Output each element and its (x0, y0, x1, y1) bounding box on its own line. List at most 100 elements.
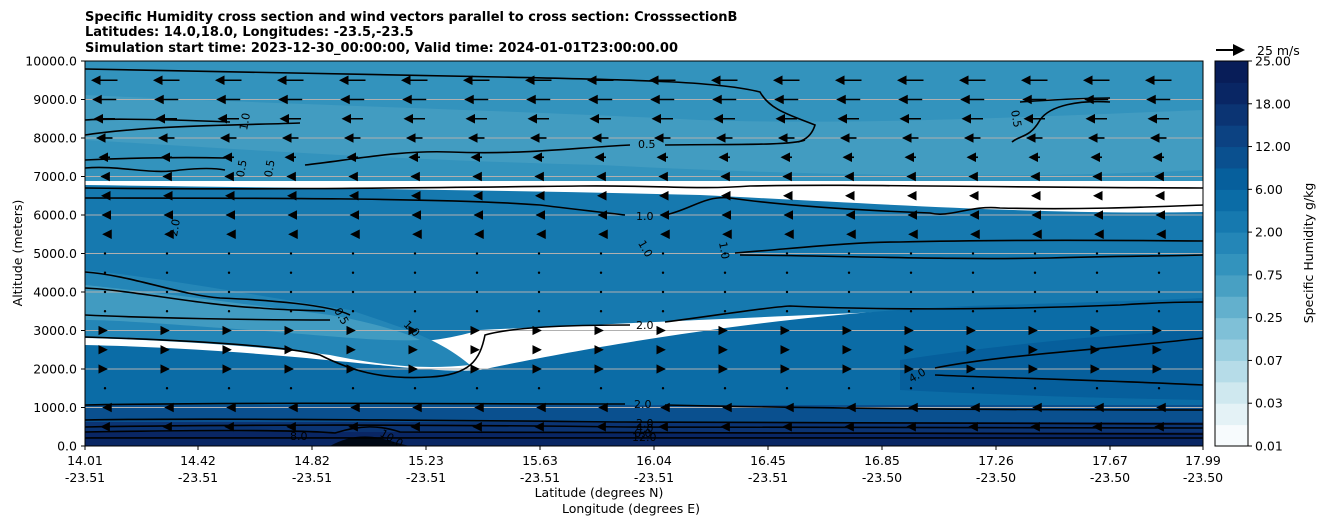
wind-vector (227, 387, 231, 390)
wind-vector (413, 387, 417, 390)
contour-label: 0.5 (234, 159, 250, 178)
x-tick-label-lon: -23.51 (65, 470, 105, 485)
contour-line (85, 166, 226, 173)
colorbar-tick-label: 0.03 (1255, 396, 1283, 411)
wind-vector (909, 310, 913, 313)
y-tick-label: 8000.0 (33, 131, 77, 146)
wind-vector (1033, 290, 1037, 294)
contour-line (85, 197, 626, 216)
x-axis-label-latitude: Latitude (degrees N) (535, 485, 664, 500)
colorbar-tick-label: 12.00 (1255, 139, 1291, 154)
wind-vector (475, 387, 479, 390)
colorbar-swatch (1215, 424, 1248, 447)
wind-vector (537, 387, 541, 390)
wind-vector (103, 252, 107, 255)
wind-vector (1033, 387, 1037, 390)
wind-vector (1157, 271, 1161, 274)
wind-vector (847, 387, 851, 390)
wind-vector (289, 310, 293, 313)
colorbar: 0.01 0.03 0.07 0.25 0.75 2.00 6.00 12.00 18.00 25… (1214, 54, 1291, 454)
x-tick-label-lon: -23.50 (1183, 470, 1223, 485)
wind-vector (1157, 387, 1161, 390)
y-axis-label: Altitude (meters) (10, 200, 25, 307)
wind-vector (847, 271, 851, 274)
contour-label: 1.0 (237, 112, 253, 131)
wind-vector (289, 290, 293, 294)
wind-vector (599, 252, 603, 255)
x-tick-label-lon: -23.51 (634, 470, 674, 485)
contour-line (85, 314, 331, 321)
wind-vector (1157, 310, 1161, 313)
x-tick-label-lat: 14.42 (180, 453, 216, 468)
colorbar-swatch (1215, 296, 1248, 319)
wind-vector (165, 252, 169, 255)
colorbar-frame (1214, 60, 1249, 447)
wind-vector (103, 271, 107, 274)
wind-vector (723, 387, 727, 390)
wind-vector (537, 310, 541, 313)
x-tick-label-lat: 14.01 (67, 453, 103, 468)
wind-vector (475, 252, 479, 255)
wind-vector (785, 271, 789, 274)
x-tick-label-lat: 16.45 (750, 453, 786, 468)
wind-vector (661, 271, 665, 274)
colorbar-swatch (1215, 339, 1248, 361)
fill-surface-bump (330, 436, 410, 446)
colorbar-label: Specific Humidity g/kg (1301, 183, 1316, 324)
y-tick-label: 0.0 (57, 439, 77, 454)
colorbar-tick-label: 6.00 (1255, 182, 1283, 197)
wind-vector (723, 252, 727, 255)
wind-vector (599, 387, 603, 390)
wind-vector (785, 290, 789, 294)
wind-vector (103, 290, 107, 294)
x-tick-label-lon: -23.51 (406, 470, 446, 485)
wind-vector (537, 271, 541, 274)
fill-mid (85, 185, 1203, 343)
contour-line (734, 239, 1203, 254)
wind-vector (909, 252, 913, 255)
wind-vector (661, 387, 665, 390)
wind-vector (1095, 252, 1099, 255)
wind-vector (537, 290, 541, 294)
colorbar-tick-label: 0.25 (1255, 310, 1283, 325)
wind-vector (1033, 271, 1037, 274)
wind-vector (847, 290, 851, 294)
contour-label: 1.0 (716, 241, 732, 260)
x-tick-label-lon: -23.50 (862, 470, 902, 485)
colorbar-swatch (1215, 274, 1248, 297)
contour-lines (85, 68, 1203, 439)
chart-title-line-2: Latitudes: 14.0,18.0, Longitudes: -23.5,… (85, 25, 414, 40)
x-tick-label-lon: -23.51 (292, 470, 332, 485)
x-axis-label-longitude: Longitude (degrees E) (562, 501, 700, 516)
y-tick-label: 1000.0 (33, 400, 77, 415)
wind-vector (351, 310, 355, 313)
wind-vector (723, 290, 727, 294)
contour-line (664, 139, 806, 146)
colorbar-tick-label: 2.00 (1255, 225, 1283, 240)
wind-vector (475, 310, 479, 313)
contour-line (664, 301, 1203, 323)
plot-area: 0.5 0.5 0.5 1.0 1.0 1.0 1.0 1.0 0.5 0.5 … (85, 61, 1203, 446)
wind-vector (475, 290, 479, 294)
wind-vector (785, 310, 789, 313)
wind-vector (1095, 271, 1099, 274)
contour-line (85, 287, 326, 312)
colorbar-swatch (1215, 146, 1248, 169)
contour-line (85, 424, 1203, 429)
contour-label: 12.0 (632, 431, 657, 444)
wind-vector (661, 290, 665, 294)
y-tick-label: 6000.0 (33, 208, 77, 223)
wind-vector (785, 252, 789, 255)
colorbar-swatch (1215, 210, 1248, 233)
wind-vector (227, 271, 231, 274)
wind-vector (227, 310, 231, 313)
contour-line (85, 184, 1203, 190)
chart-title-line-3: Simulation start time: 2023-12-30_00:00:… (85, 41, 678, 56)
wind-vector (475, 271, 479, 274)
colorbar-tick-label: 0.01 (1255, 439, 1283, 454)
colorbar-swatch (1215, 61, 1248, 83)
colorbar-swatch (1215, 167, 1248, 190)
fill-upper-dry-patch (85, 95, 1203, 176)
y-axis-ticks: 0.0 1000.0 2000.0 3000.0 4000.0 5000.0 6000.0 7… (25, 54, 85, 454)
horizontal-gridlines (85, 99, 1203, 408)
